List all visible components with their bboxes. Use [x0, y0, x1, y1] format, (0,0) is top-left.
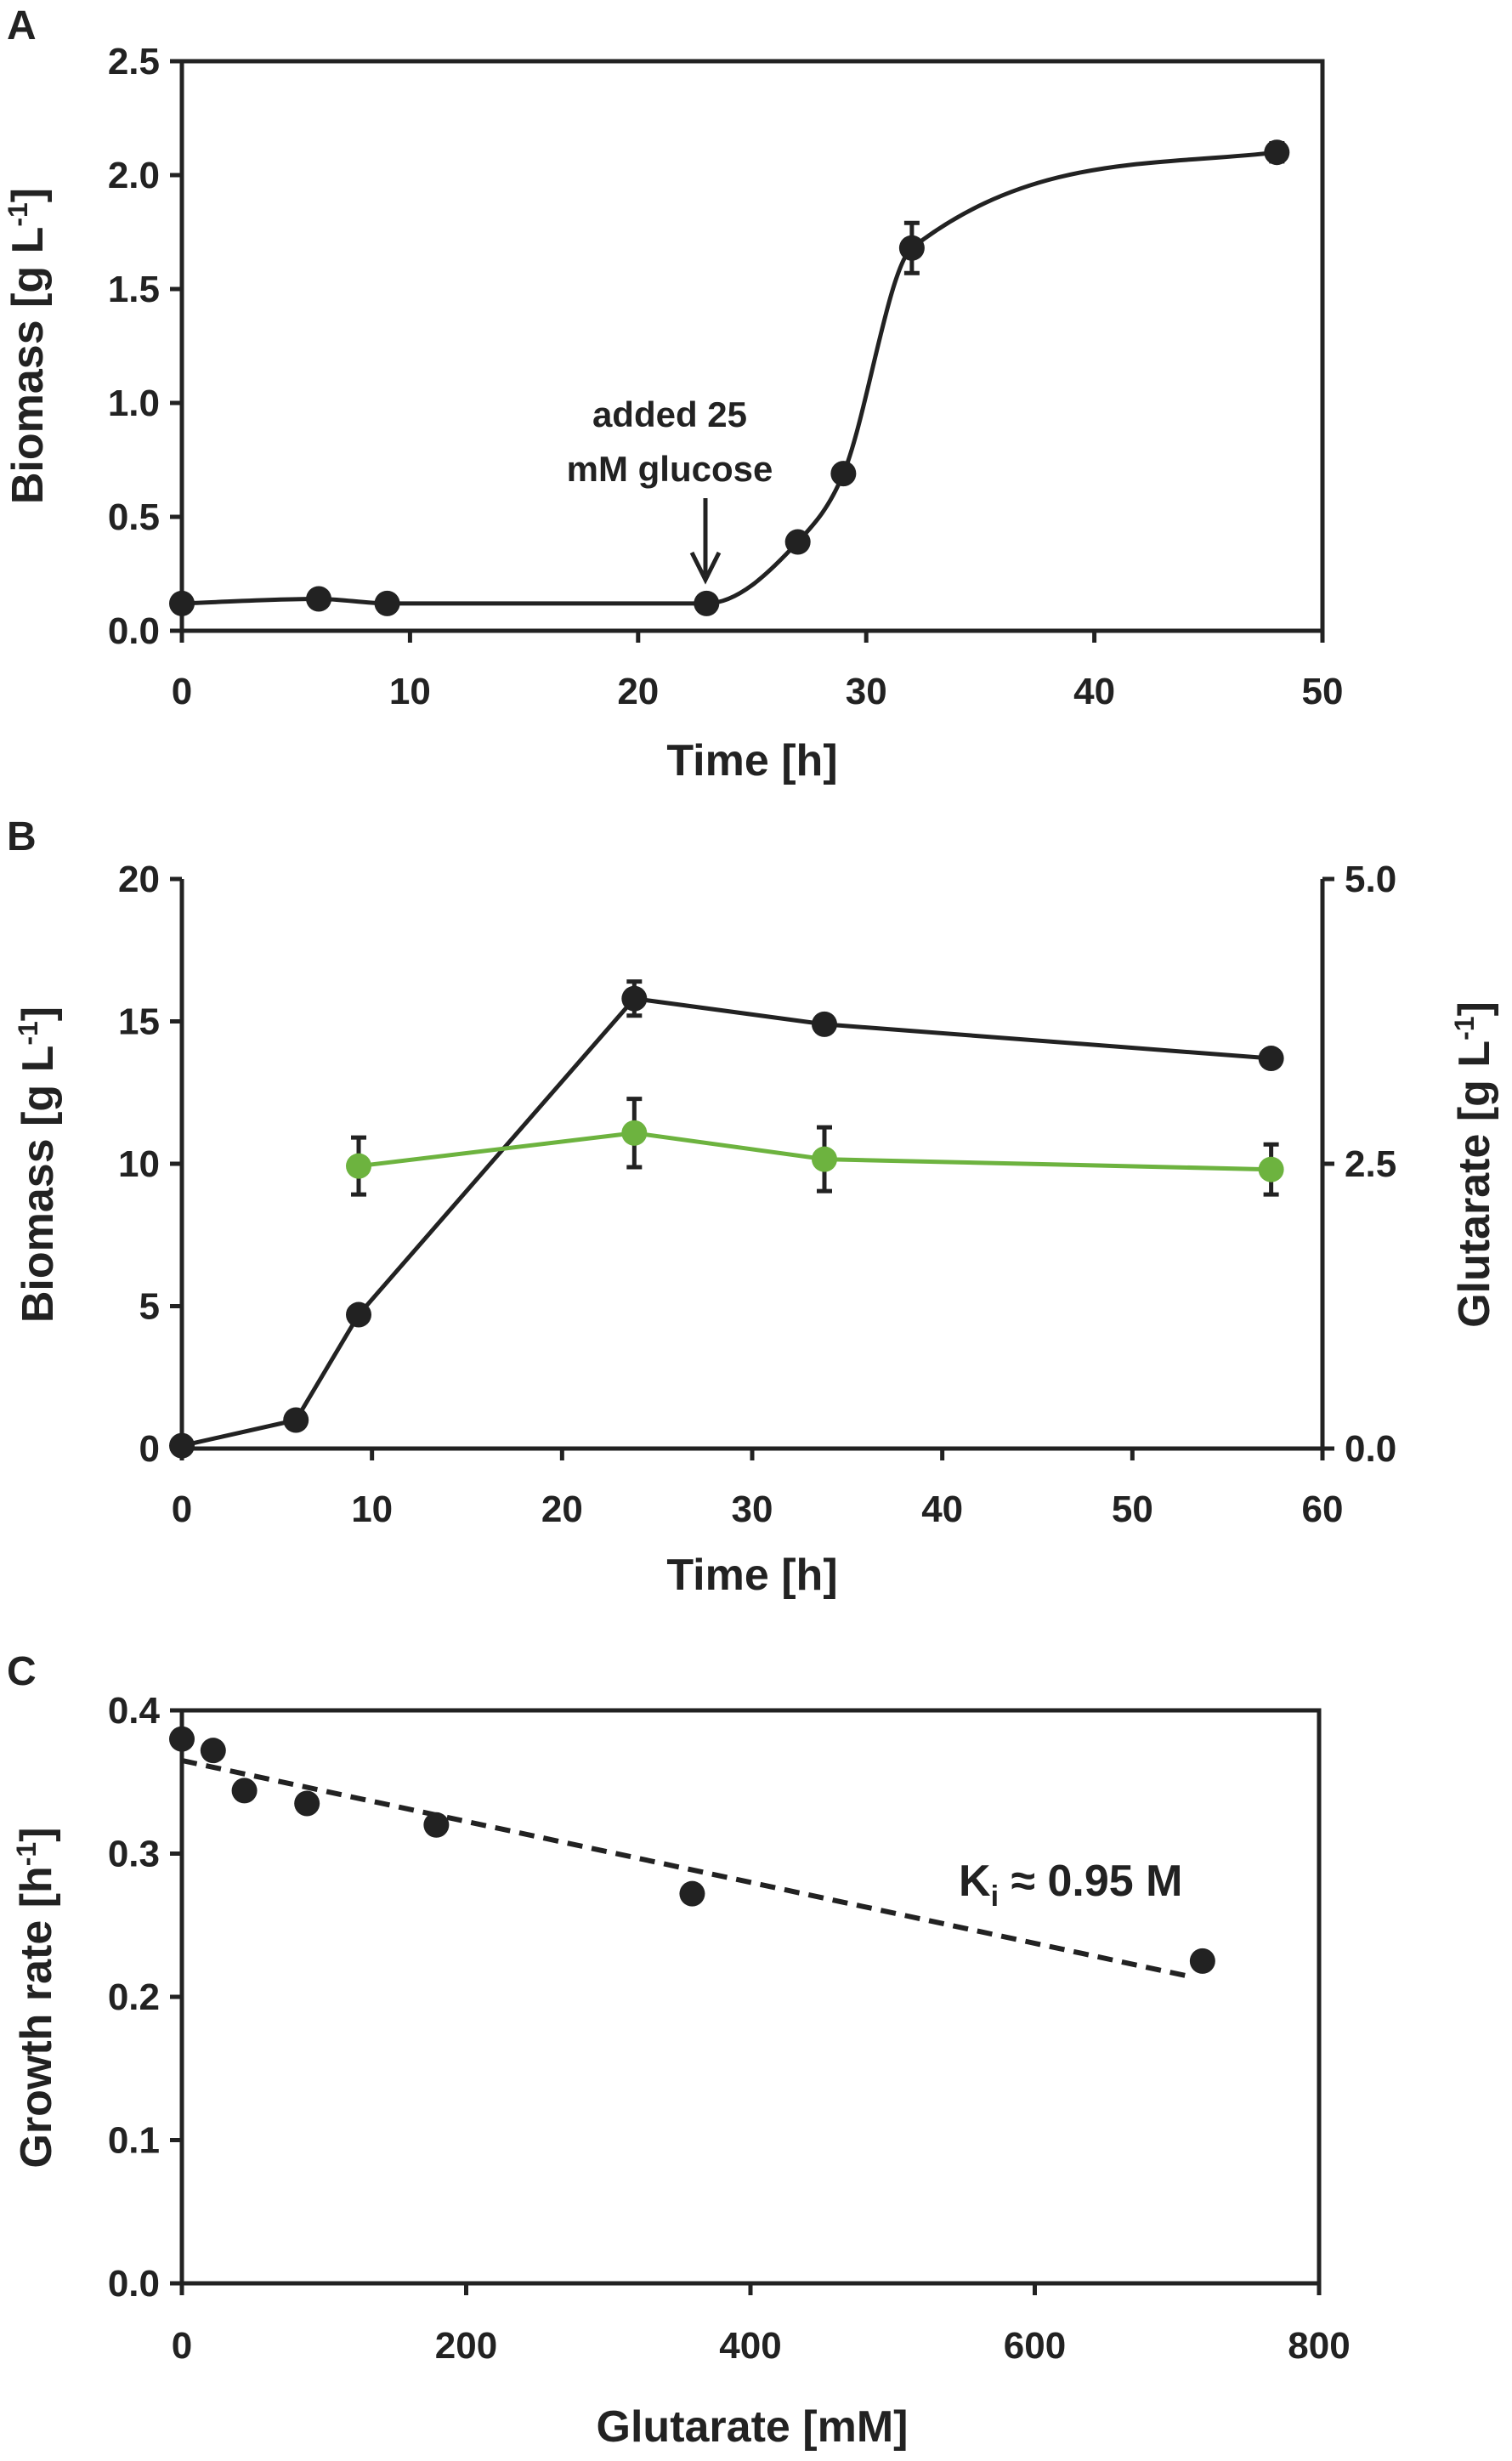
- panel-b-series: [169, 979, 1284, 1459]
- panel-b-biomass-point: [1258, 1046, 1284, 1072]
- panel-b-biomass-point: [811, 1011, 837, 1037]
- panel-c-y-tick-label: 0.1: [108, 2120, 160, 2162]
- panel-b-biomass-point: [283, 1407, 309, 1433]
- panel-b-y2-tick-label: 2.5: [1345, 1143, 1396, 1185]
- panel-a-y-tick-label: 2.5: [108, 41, 160, 82]
- panel-a-x-tick-label: 30: [846, 671, 887, 712]
- panel-c-data-points: [169, 1726, 1215, 1974]
- panel-a-data-point: [306, 586, 332, 612]
- panel-b-y2-axis-title: Glutarate [g L-1]: [1449, 1001, 1499, 1328]
- panel-c-y-tick-label: 0.4: [108, 1690, 161, 1732]
- panel-a-x-ticks: 0 10 20 30 40 50: [172, 631, 1344, 712]
- panel-c-y-tick-label: 0.3: [108, 1834, 160, 1875]
- panel-c-x-axis-title: Glutarate [mM]: [597, 2402, 909, 2452]
- panel-b-x-ticks: 0 10 20 30 40 50 60: [172, 1449, 1344, 1530]
- panel-c-data-point: [200, 1738, 226, 1764]
- panel-a-y-tick-label: 0.0: [108, 610, 160, 652]
- panel-c-data-point: [679, 1880, 705, 1907]
- panel-b-y-axis-title: Biomass [g L-1]: [13, 1007, 63, 1323]
- panel-b-y2-tick-label: 5.0: [1345, 859, 1396, 900]
- panel-c-x-tick-label: 400: [719, 2325, 781, 2367]
- panel-b-y-tick-label: 15: [118, 1001, 160, 1043]
- annotation-line-2: mM glucose: [567, 449, 773, 489]
- panel-b-x-tick-label: 60: [1302, 1489, 1344, 1530]
- panel-b-y-tick-label: 20: [118, 859, 160, 900]
- panel-c-letter: C: [7, 1649, 37, 1694]
- panel-b-y-ticks: 0 5 10 15 20: [118, 859, 182, 1470]
- panel-b-y2-tick-label: 0.0: [1345, 1428, 1396, 1470]
- panel-b-x-tick-label: 10: [351, 1489, 393, 1530]
- panel-a-x-tick-label: 10: [389, 671, 431, 712]
- panel-a-error-bars: [903, 140, 1285, 275]
- panel-c-y-tick-label: 0.2: [108, 1976, 160, 2018]
- panel-b-glutarate-point: [1258, 1156, 1284, 1182]
- panel-a-data-point: [694, 590, 720, 616]
- annotation-arrow-head: [689, 551, 722, 585]
- panel-b-x-tick-label: 0: [172, 1489, 192, 1530]
- panel-c-x-tick-label: 200: [435, 2325, 497, 2367]
- panel-a-data-point: [830, 461, 857, 487]
- panel-b-biomass-point: [169, 1432, 195, 1459]
- panel-b: B 0 10 20 30 40 50 60 0 5 10 15 20 0.0 2.5 5.0 Time …: [7, 814, 1499, 1600]
- panel-c: C 0 200 400 600 800 0.0 0.1 0.2 0.3 0.4 Ki ≈ 0.9…: [7, 1649, 1351, 2452]
- panel-a-data-point: [169, 590, 195, 616]
- panel-b-y-tick-label: 10: [118, 1143, 160, 1185]
- glucose-annotation: added 25 mM glucose: [567, 394, 773, 585]
- panel-c-data-point: [169, 1726, 195, 1752]
- panel-a-x-axis-title: Time [h]: [666, 736, 837, 785]
- panel-a-x-tick-label: 40: [1073, 671, 1115, 712]
- panel-b-x-axis-title: Time [h]: [666, 1551, 837, 1600]
- panel-b-biomass-point: [621, 985, 648, 1012]
- ki-annotation: Ki ≈ 0.95 M: [959, 1857, 1182, 1913]
- panel-a-data-points: [169, 139, 1290, 616]
- panel-c-x-tick-label: 600: [1004, 2325, 1066, 2367]
- panel-a-y-ticks: 0.0 0.5 1.0 1.5 2.0 2.5: [108, 41, 182, 652]
- panel-b-x-tick-label: 30: [732, 1489, 773, 1530]
- panel-c-x-ticks: 0 200 400 600 800: [172, 2283, 1351, 2367]
- panel-c-data-point: [231, 1778, 258, 1804]
- panel-a-data-point: [374, 590, 400, 616]
- panel-a-y-tick-label: 0.5: [108, 496, 160, 538]
- panel-c-y-axis-title: Growth rate [h-1]: [11, 1827, 61, 2168]
- panel-c-data-point: [294, 1790, 320, 1817]
- panel-c-data-point: [1189, 1948, 1215, 1974]
- panel-a-data-point: [1264, 139, 1290, 166]
- panel-b-glutarate-point: [621, 1120, 648, 1146]
- panel-b-letter: B: [7, 814, 37, 859]
- panel-c-x-tick-label: 800: [1288, 2325, 1350, 2367]
- panel-b-x-tick-label: 50: [1112, 1489, 1153, 1530]
- panel-b-y2-ticks: 0.0 2.5 5.0: [1322, 859, 1396, 1470]
- panel-b-glutarate-point: [346, 1153, 372, 1179]
- panel-a-letter: A: [7, 3, 37, 48]
- panel-b-biomass-point: [346, 1301, 372, 1328]
- panel-c-y-tick-label: 0.0: [108, 2263, 160, 2305]
- panel-c-x-tick-label: 0: [172, 2325, 192, 2367]
- panel-a-y-tick-label: 2.0: [108, 155, 160, 196]
- panel-a-y-axis-title: Biomass [g L-1]: [3, 188, 53, 504]
- panel-b-x-tick-label: 20: [541, 1489, 583, 1530]
- panel-a-plot-frame: [179, 59, 1325, 633]
- panel-a-data-point: [898, 235, 925, 261]
- panel-a-data-point: [784, 529, 811, 555]
- panel-b-biomass-line: [181, 996, 1271, 1449]
- annotation-line-1: added 25: [592, 394, 747, 434]
- panel-a-x-tick-label: 0: [172, 671, 192, 712]
- panel-b-glutarate-point: [811, 1146, 837, 1172]
- panel-b-y-tick-label: 5: [139, 1286, 160, 1328]
- panel-b-glutarate-line: [358, 1131, 1271, 1172]
- panel-b-x-tick-label: 40: [921, 1489, 963, 1530]
- panel-a-x-tick-label: 20: [617, 671, 659, 712]
- panel-b-y-tick-label: 0: [139, 1428, 160, 1470]
- panel-a-y-tick-label: 1.0: [108, 383, 160, 424]
- panel-a-y-tick-label: 1.5: [108, 269, 160, 310]
- panel-a: A 0 10 20 30 40 50 0.0 0.5 1.0 1.5 2.0 2.5 added 2…: [3, 3, 1343, 785]
- panel-c-y-ticks: 0.0 0.1 0.2 0.3 0.4: [108, 1690, 182, 2305]
- panel-a-biomass-curve: [181, 150, 1277, 606]
- panel-a-x-tick-label: 50: [1302, 671, 1344, 712]
- panel-c-data-point: [423, 1812, 450, 1838]
